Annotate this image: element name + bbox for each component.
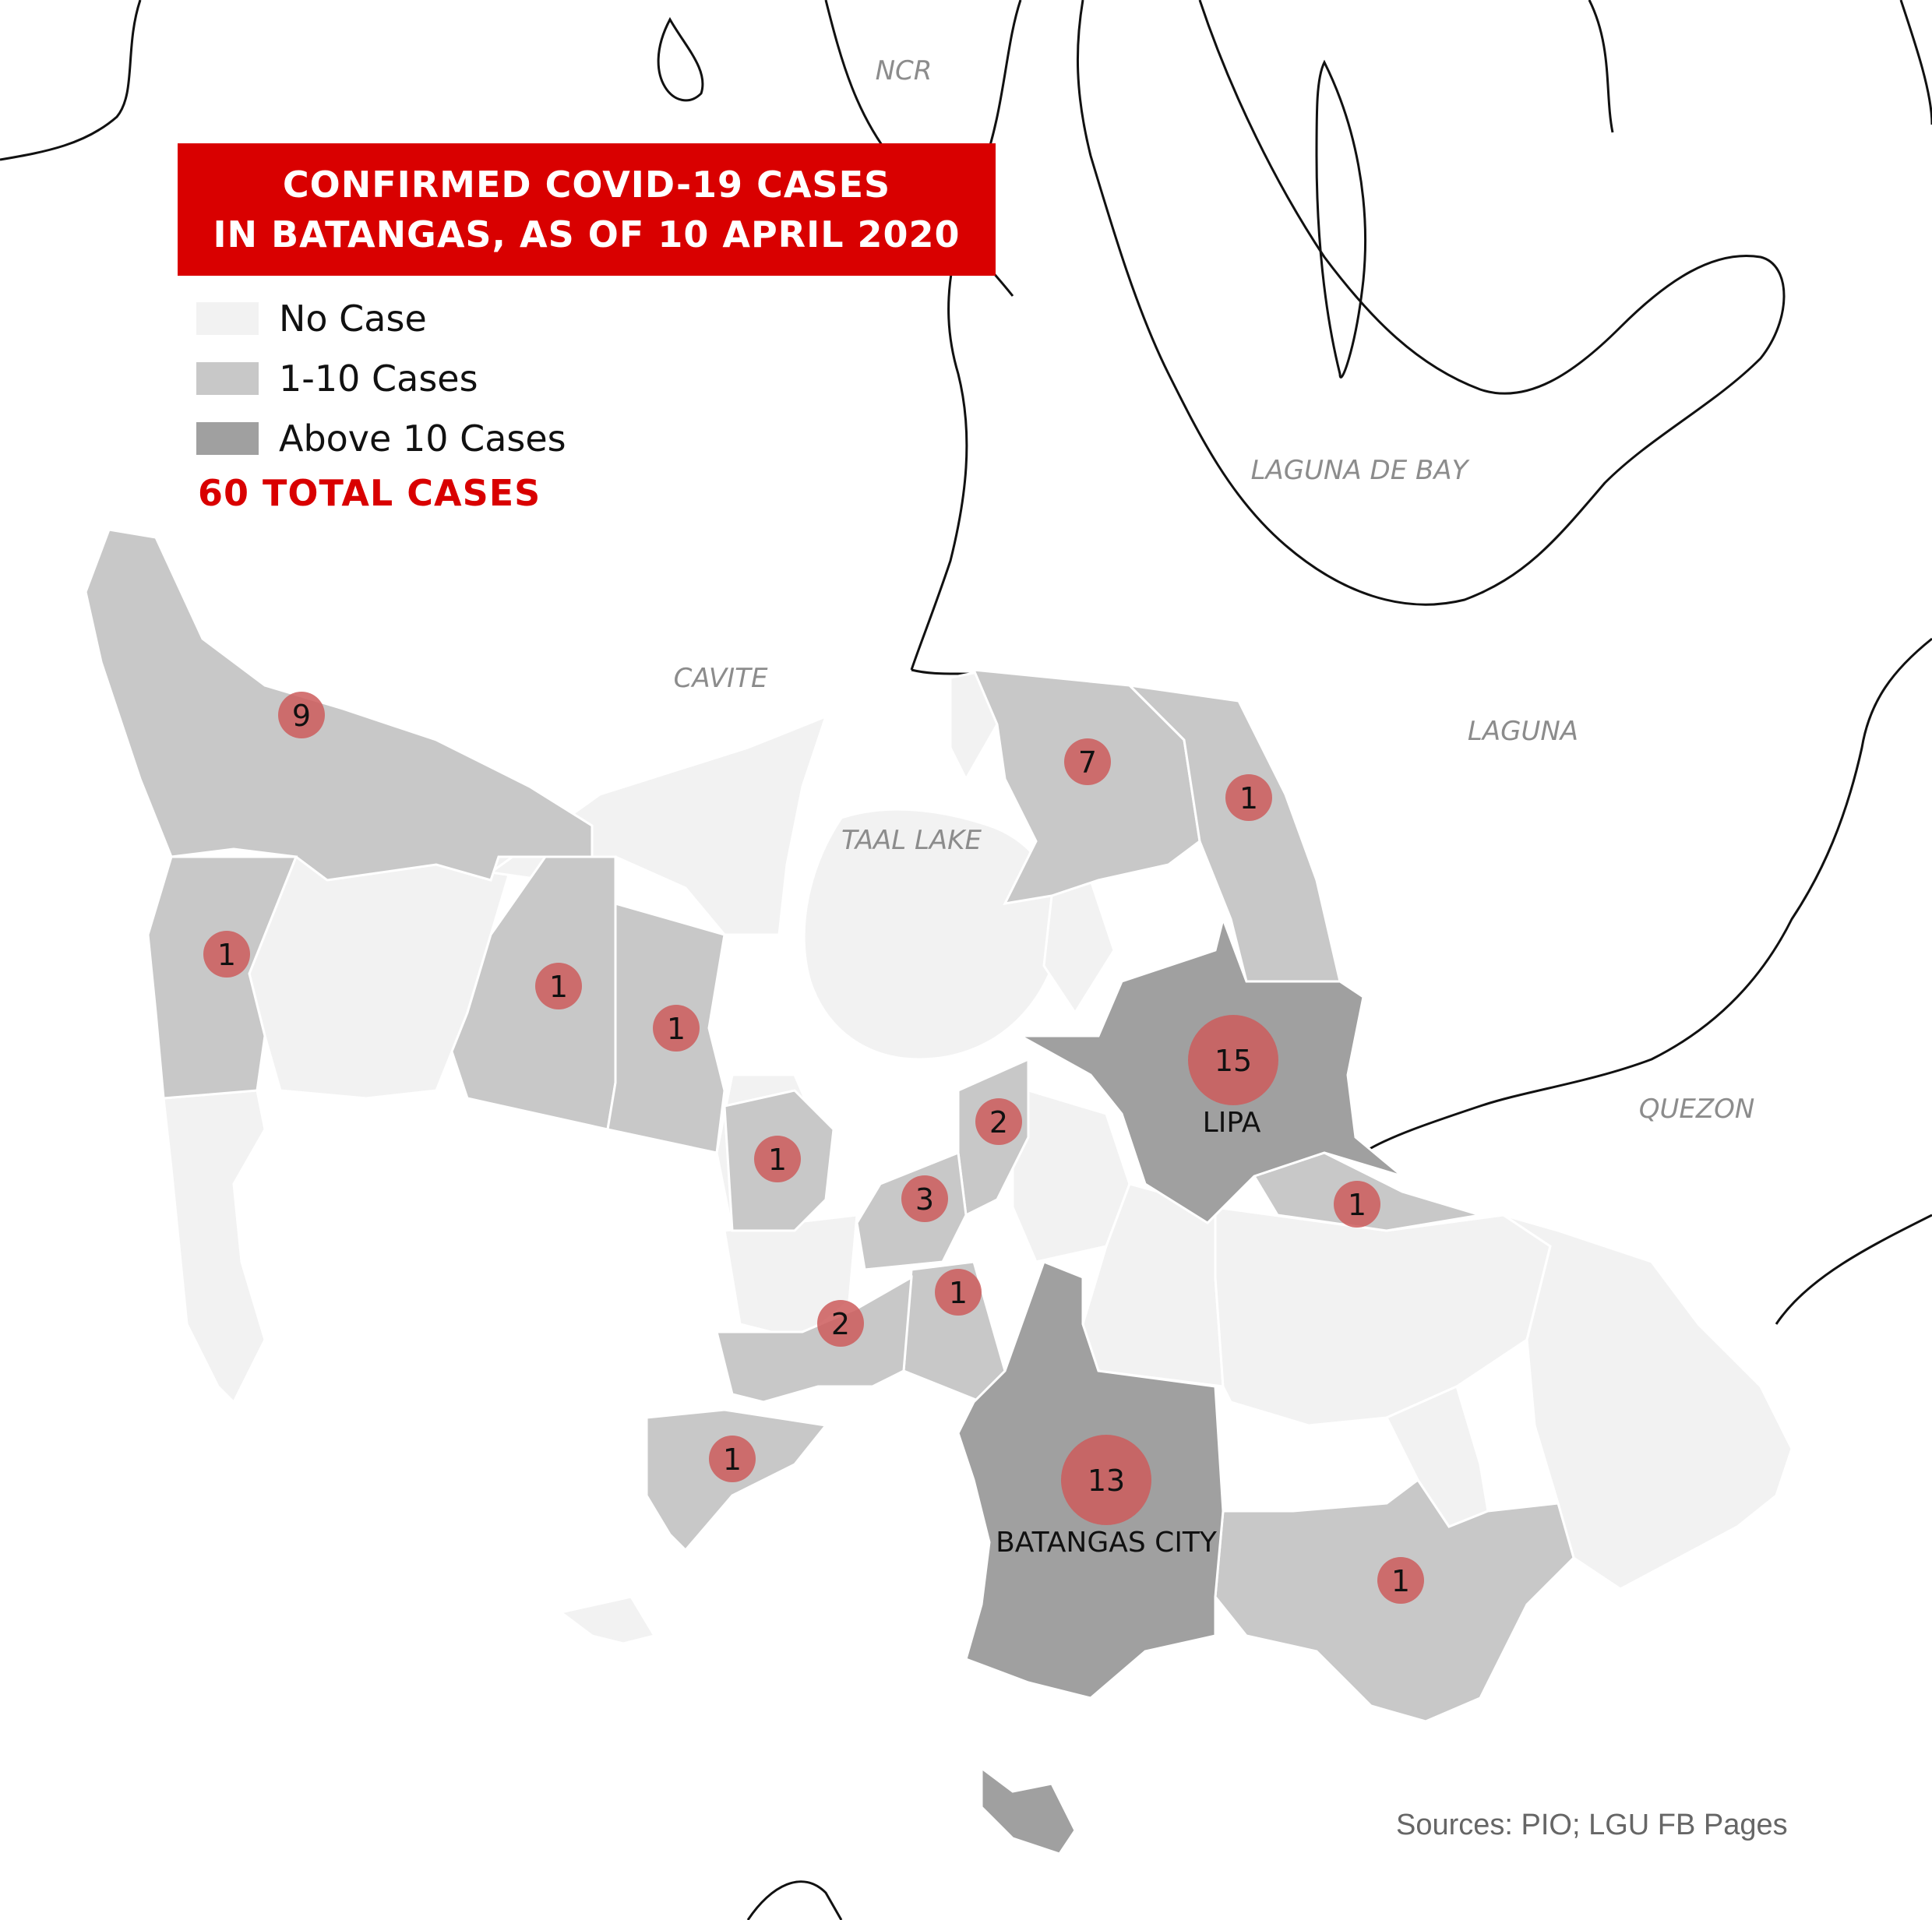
municipality-shape [1503,1214,1793,1591]
municipality-shape [1042,879,1116,1015]
legend-item-low: 1-10 Cases [196,348,566,408]
region-label-ncr: NCR [876,55,933,86]
case-bubble [754,1136,801,1182]
case-bubble [975,1098,1022,1145]
case-bubble [1188,1015,1278,1105]
case-bubble [203,931,250,978]
legend-swatch [196,421,259,455]
municipality-shape [146,855,298,1100]
municipality-shape [980,1766,1077,1855]
legend-swatch [196,301,259,335]
map-title: CONFIRMED COVID-19 CASES IN BATANGAS, AS… [178,143,996,276]
legend-item-no-case: No Case [196,288,566,348]
case-bubble [1064,738,1111,785]
municipalities-low [84,528,1575,1723]
east-laguna-outline [1588,0,1932,133]
case-bubble [901,1175,948,1222]
city-labels: LIPA BATANGAS CITY [996,1107,1261,1559]
case-count: 7 [1078,745,1097,780]
case-count: 2 [831,1307,850,1341]
case-bubble [653,1005,700,1052]
region-label-taal-lake: TAAL LAKE [841,825,982,856]
region-label-cavite: CAVITE [674,663,768,694]
municipalities-no-case [162,668,1793,1645]
case-count: 13 [1088,1464,1125,1498]
case-bubble [535,963,582,1009]
cavite-laguna-boundary-outline [910,0,1022,671]
city-label-batangas-city: BATANGAS CITY [996,1527,1218,1559]
case-count: 3 [915,1182,934,1217]
legend: No Case 1-10 Cases Above 10 Cases [196,288,566,468]
municipality-shape [802,808,1062,1061]
case-count: 1 [949,1276,968,1310]
case-count: 15 [1215,1044,1252,1078]
case-bubble [817,1300,864,1347]
south-islet-outline [746,1880,843,1920]
region-labels: NCR LAGUNA DE BAY CAVITE LAGUNA TAAL LAK… [674,55,1755,1125]
case-count: 1 [768,1143,787,1177]
source-note: Sources: PIO; LGU FB Pages [1396,1809,1788,1841]
laguna-de-bay-island-outline [1315,59,1367,379]
cavite-coast-outline [0,0,142,161]
case-count: 1 [667,1012,686,1046]
ncr-coast-outline [657,16,704,102]
region-label-laguna-de-bay: LAGUNA DE BAY [1251,455,1470,486]
case-bubble [1225,774,1272,821]
legend-label: 1-10 Cases [279,357,478,400]
municipality-shape [558,1595,657,1645]
case-bubble [278,692,325,738]
region-label-laguna: LAGUNA [1468,716,1578,747]
municipality-shape [1214,1206,1552,1427]
legend-item-high: Above 10 Cases [196,408,566,468]
case-count: 1 [1239,781,1258,816]
case-bubble [1061,1435,1151,1525]
case-bubble [935,1269,982,1316]
case-count: 9 [292,699,311,733]
laguna-de-bay-outline [1076,0,1786,606]
case-count: 1 [1391,1564,1410,1598]
city-label-lipa: LIPA [1203,1107,1261,1139]
map-title-line-2: IN BATANGAS, AS OF 10 APRIL 2020 [213,213,961,255]
case-bubble [1377,1557,1424,1604]
laguna-quezon-boundary-outline [1363,637,1932,1154]
municipality-shape [84,528,594,882]
case-counts: 9 7 1 1 1 1 15 2 1 3 1 1 2 1 13 1 [217,699,1410,1598]
case-count: 1 [549,970,568,1004]
case-count: 1 [723,1443,742,1477]
total-cases: 60 TOTAL CASES [198,472,541,514]
quezon-coast-outline [1775,1214,1932,1325]
case-count: 2 [989,1105,1008,1140]
map-title-line-1: CONFIRMED COVID-19 CASES [282,164,891,206]
region-label-quezon: QUEZON [1639,1094,1755,1125]
municipality-shape [162,1089,266,1404]
legend-label: No Case [279,297,427,340]
case-bubble [1334,1181,1380,1228]
case-markers [203,692,1424,1604]
legend-label: Above 10 Cases [279,417,566,460]
case-count: 1 [1348,1188,1366,1222]
legend-swatch [196,361,259,395]
case-count: 1 [217,938,236,972]
case-bubble [709,1436,756,1482]
